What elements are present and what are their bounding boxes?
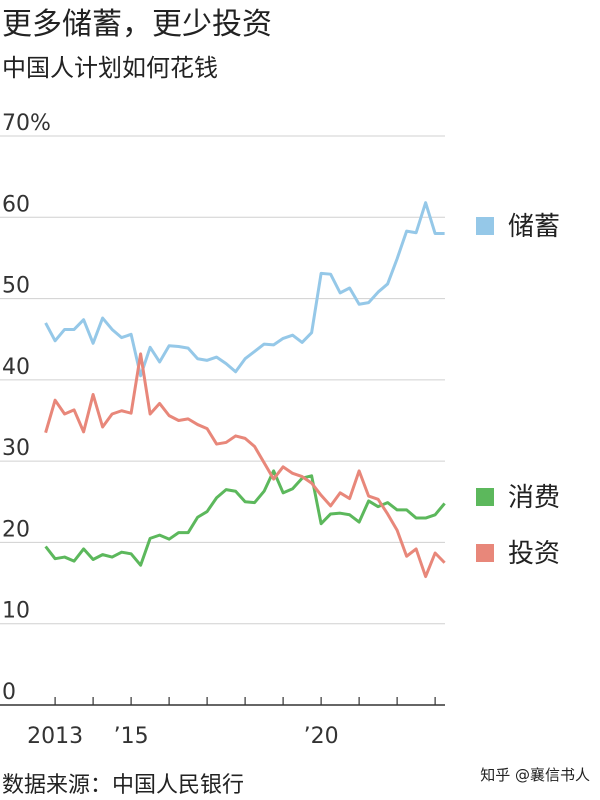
y-tick-label: 60: [2, 192, 30, 217]
y-tick-label: 40: [2, 355, 30, 380]
x-tick-label: ’20: [304, 724, 339, 749]
chart-subtitle: 中国人计划如何花钱: [2, 54, 218, 82]
x-tick-label: ’15: [114, 724, 149, 749]
legend-swatch: [476, 544, 494, 562]
legend-label: 投资: [508, 539, 560, 569]
legend-label: 储蓄: [508, 212, 560, 242]
watermark: 知乎 @襄信书人: [480, 766, 590, 784]
legend-swatch: [476, 488, 494, 506]
legend-label: 消费: [508, 483, 560, 513]
y-tick-label: 0: [2, 680, 16, 705]
y-tick-label: 50: [2, 274, 30, 299]
series-line: [44, 469, 446, 567]
y-tick-label: 20: [2, 517, 30, 542]
legend-swatch: [476, 217, 494, 235]
x-tick-label: 2013: [27, 724, 83, 749]
series-line: [44, 352, 446, 579]
y-tick-label: 70%: [2, 111, 51, 136]
y-tick-label: 10: [2, 599, 30, 624]
y-tick-label: 30: [2, 436, 30, 461]
source: 数据来源：中国人民银行: [2, 773, 244, 798]
series-line: [44, 201, 445, 378]
chart-title: 更多储蓄，更少投资: [2, 7, 272, 42]
